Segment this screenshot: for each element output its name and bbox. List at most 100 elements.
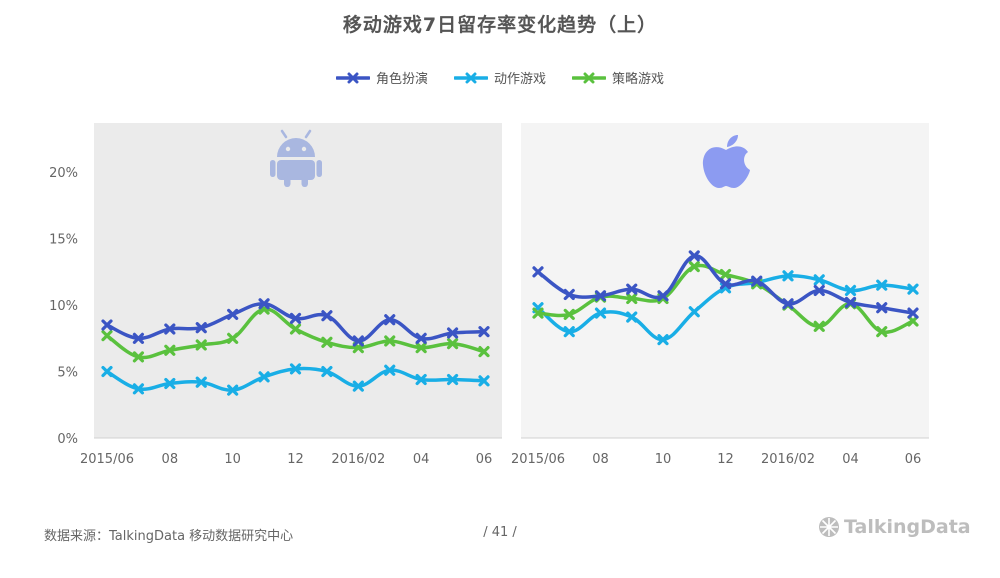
x-tick-label: 12: [717, 452, 734, 467]
data-point-android-strategy: [289, 323, 302, 335]
data-point-android-strategy: [446, 338, 459, 350]
x-axis-ticks: 2015/06 08 10 12 2016/02 04 06 2015/06 08 10 12 201…: [80, 452, 921, 467]
data-point-ios-role-play: [626, 283, 638, 295]
page-number: / 41 /: [483, 525, 517, 540]
x-tick-label: 2016/02: [761, 452, 815, 467]
legend-swatch-role-play: [335, 72, 370, 83]
data-point-android-strategy: [132, 351, 145, 363]
apple-icon: [702, 135, 750, 188]
data-point-android-role-play: [384, 314, 396, 326]
data-point-ios-role-play: [751, 275, 763, 287]
data-point-android-action: [352, 380, 364, 392]
x-tick-label: 08: [162, 452, 179, 467]
x-tick-label: 2015/06: [511, 452, 565, 467]
data-point-android-role-play: [415, 332, 427, 344]
chart-legend: 角色扮演 动作游戏 策略游戏: [0, 68, 1000, 87]
legend-item-action: 动作游戏: [453, 68, 546, 87]
legend-label-role-play: 角色扮演: [375, 72, 428, 87]
logo-icon: [819, 517, 839, 537]
data-point-ios-strategy: [563, 308, 575, 321]
data-point-android-strategy: [195, 339, 207, 351]
legend-item-strategy: 策略游戏: [572, 68, 664, 87]
data-point-android-action: [195, 376, 207, 388]
y-tick-label: 5%: [57, 366, 78, 381]
data-point-android-strategy: [478, 346, 490, 358]
data-point-android-role-play: [289, 312, 302, 324]
data-point-android-action: [227, 384, 239, 396]
data-point-android-action: [478, 375, 490, 387]
data-point-ios-role-play: [532, 266, 544, 278]
data-point-ios-strategy: [532, 307, 544, 319]
data-point-android-strategy: [101, 330, 113, 342]
data-source-note: 数据来源：TalkingData 移动数据研究中心: [44, 529, 294, 544]
data-point-android-role-play: [258, 298, 270, 310]
data-point-ios-role-play: [563, 288, 575, 301]
x-tick-label: 04: [413, 452, 430, 467]
data-point-ios-action: [594, 307, 607, 319]
data-point-android-role-play: [352, 335, 364, 347]
data-point-ios-action: [813, 274, 825, 286]
y-tick-label: 15%: [49, 233, 78, 248]
y-axis-ticks: 0% 5% 10% 15% 20%: [49, 166, 78, 447]
page-title: 移动游戏7日留存率变化趋势（上）: [342, 14, 658, 36]
data-point-android-role-play: [101, 319, 113, 331]
data-point-android-role-play: [227, 308, 239, 321]
data-point-android-role-play: [132, 332, 145, 344]
data-point-android-strategy: [415, 342, 427, 354]
x-tick-label: 2016/02: [331, 452, 385, 467]
data-point-ios-action: [626, 311, 638, 323]
data-point-android-role-play: [446, 327, 459, 339]
data-point-ios-role-play: [719, 278, 732, 290]
x-tick-label: 10: [224, 452, 241, 467]
data-point-android-action: [101, 365, 113, 378]
data-point-android-role-play: [478, 326, 490, 338]
y-tick-label: 10%: [49, 299, 78, 314]
data-point-ios-action: [907, 283, 919, 295]
x-tick-label: 12: [287, 452, 304, 467]
x-tick-label: 08: [592, 452, 609, 467]
data-point-android-strategy: [384, 335, 396, 347]
data-point-android-action: [289, 363, 302, 375]
data-point-ios-role-play: [688, 250, 700, 262]
x-tick-label: 04: [842, 452, 859, 467]
data-point-ios-action: [657, 334, 669, 346]
data-point-ios-action: [782, 270, 794, 282]
series-layer: [101, 250, 919, 396]
data-point-ios-role-play: [813, 284, 825, 297]
data-point-ios-strategy: [876, 326, 888, 338]
data-point-android-role-play: [321, 310, 333, 322]
data-point-ios-action: [563, 326, 575, 338]
data-point-ios-strategy: [688, 260, 700, 273]
data-point-android-role-play: [195, 322, 207, 334]
data-point-ios-strategy: [719, 268, 732, 281]
data-point-ios-role-play: [594, 290, 607, 302]
x-tick-label: 2015/06: [80, 452, 134, 467]
data-point-ios-role-play: [876, 302, 888, 314]
data-point-ios-strategy: [907, 315, 919, 327]
data-point-ios-action: [876, 279, 888, 291]
y-tick-label: 20%: [49, 166, 78, 181]
legend-item-role-play: 角色扮演: [335, 68, 428, 87]
data-point-ios-action: [844, 284, 857, 297]
data-point-android-strategy: [164, 344, 176, 356]
android-icon: [270, 129, 322, 187]
data-point-ios-strategy: [813, 320, 825, 332]
data-point-android-action: [164, 377, 176, 390]
legend-label-strategy: 策略游戏: [612, 72, 665, 87]
data-point-android-strategy: [321, 336, 333, 348]
x-tick-label: 06: [905, 452, 922, 467]
data-point-android-action: [446, 373, 459, 386]
legend-swatch-strategy: [572, 72, 606, 83]
data-point-ios-role-play: [657, 290, 669, 302]
data-point-android-action: [132, 383, 145, 395]
data-point-android-action: [384, 364, 396, 376]
legend-label-action: 动作游戏: [493, 72, 546, 87]
data-point-android-role-play: [164, 323, 176, 335]
data-point-android-strategy: [227, 332, 239, 344]
data-point-ios-strategy: [626, 292, 638, 305]
talkingdata-logo: TalkingData: [818, 516, 971, 538]
legend-swatch-action: [453, 72, 488, 83]
x-tick-label: 06: [476, 452, 493, 467]
data-point-android-action: [258, 371, 270, 383]
